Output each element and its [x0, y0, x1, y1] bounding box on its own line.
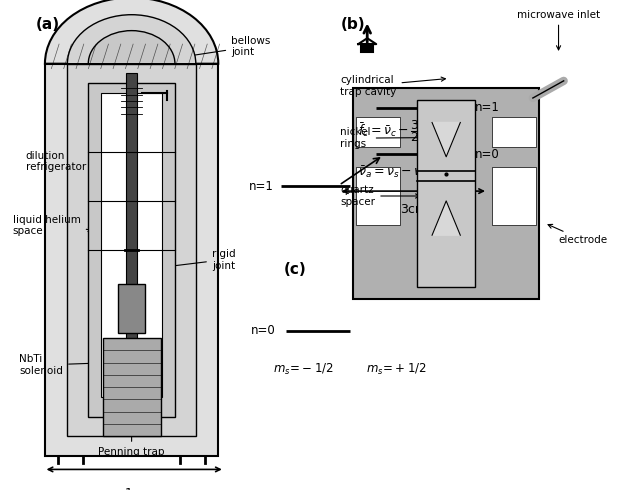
Text: n=1: n=1: [248, 180, 273, 193]
Polygon shape: [432, 122, 460, 157]
Text: Penning trap: Penning trap: [98, 428, 165, 457]
Text: cylindrical
trap cavity: cylindrical trap cavity: [340, 75, 446, 97]
Text: n=1: n=1: [475, 101, 500, 114]
Text: 1m: 1m: [124, 487, 144, 490]
Text: $\bar{f}_c = \bar{\nu}_c - \dfrac{3}{2}\delta$: $\bar{f}_c = \bar{\nu}_c - \dfrac{3}{2}\…: [358, 119, 429, 144]
Text: electrode: electrode: [548, 224, 608, 245]
Bar: [118, 284, 145, 333]
Text: n=0: n=0: [251, 324, 276, 337]
Text: rigid
joint: rigid joint: [168, 249, 236, 270]
Bar: [356, 117, 400, 147]
Text: $m_s\!=\!-1/2$: $m_s\!=\!-1/2$: [273, 362, 333, 377]
Text: $m_s\!=\!+1/2$: $m_s\!=\!+1/2$: [367, 362, 427, 377]
Text: n=0: n=0: [475, 148, 500, 161]
Wedge shape: [88, 30, 175, 64]
Text: (a): (a): [36, 17, 60, 32]
Bar: [126, 74, 137, 407]
Bar: [45, 64, 218, 456]
Bar: [356, 167, 400, 225]
Text: $\bar{\nu}_a = \nu_s - \bar{\nu}_c$: $\bar{\nu}_a = \nu_s - \bar{\nu}_c$: [358, 165, 428, 180]
Bar: [492, 117, 536, 147]
Bar: [101, 93, 162, 397]
Text: dilution
refrigerator: dilution refrigerator: [26, 151, 102, 172]
Text: liquid helium
space: liquid helium space: [13, 215, 92, 236]
Text: microwave inlet: microwave inlet: [517, 10, 600, 50]
Text: NbTi
solenoid: NbTi solenoid: [19, 354, 108, 376]
Wedge shape: [45, 0, 218, 64]
Text: 3cm: 3cm: [400, 203, 427, 217]
Bar: [492, 167, 536, 225]
Polygon shape: [432, 201, 460, 235]
Text: nickel
rings: nickel rings: [340, 127, 471, 149]
Text: (b): (b): [340, 17, 365, 32]
Bar: [353, 88, 539, 299]
Bar: [103, 338, 160, 436]
Wedge shape: [67, 15, 196, 64]
Text: (c): (c): [284, 262, 306, 277]
Bar: [361, 44, 373, 52]
Text: bellows
joint: bellows joint: [174, 36, 270, 60]
Bar: [417, 100, 475, 287]
Bar: [67, 64, 196, 436]
Bar: [88, 83, 175, 416]
Text: quartz
spacer: quartz spacer: [340, 185, 420, 207]
